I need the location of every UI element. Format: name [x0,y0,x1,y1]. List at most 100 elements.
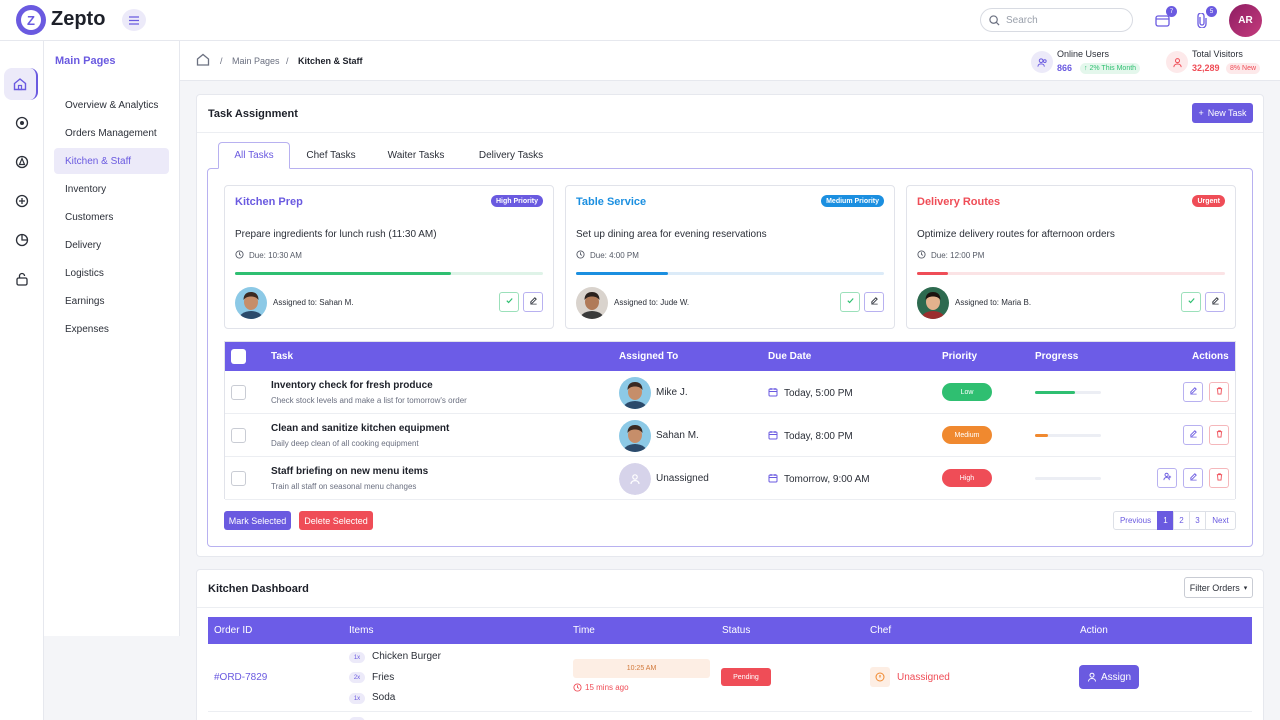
messages-icon[interactable]: 7 [1153,6,1177,29]
task-subtitle: Check stock levels and make a list for t… [271,396,467,405]
chef-name: Unassigned [897,672,950,683]
assignee-name: Mike J. [656,387,688,398]
edit-icon [1189,429,1198,441]
sidebar-item-expenses[interactable]: Expenses [65,323,109,335]
complete-task-button[interactable] [1181,292,1201,312]
attachment-badge: 5 [1206,6,1217,17]
assigned-to: Assigned to: Jude W. [614,298,690,307]
lock-icon[interactable] [10,267,34,291]
edit-row-button[interactable] [1183,382,1203,402]
clock-icon [576,250,585,261]
attachment-icon[interactable]: 5 [1193,6,1217,29]
tasks-tab-panel [207,168,1253,547]
pie-chart-icon[interactable] [10,228,34,252]
pagination-previous[interactable]: Previous [1113,511,1158,530]
sidebar-item-inventory[interactable]: Inventory [65,183,107,195]
assign-user-button[interactable] [1157,468,1177,488]
pagination-page-3[interactable]: 3 [1189,511,1206,530]
edit-task-button[interactable] [523,292,543,312]
clock-icon [235,250,244,261]
delete-row-button[interactable] [1209,382,1229,402]
complete-task-button[interactable] [840,292,860,312]
tab-chef-tasks[interactable]: Chef Tasks [306,150,356,161]
task-card-due: Due: 10:30 AM [235,250,302,261]
due-text: Today, 8:00 PM [784,431,853,442]
trash-icon [1215,386,1224,398]
delete-selected-button[interactable]: Delete Selected [299,511,373,530]
task-title: Staff briefing on new menu items [271,466,429,477]
top-bar: Z Zepto 7 5 AR [0,0,1280,41]
messages-badge: 7 [1166,6,1177,17]
sidebar-item-logistics[interactable]: Logistics [65,267,104,279]
sidebar-item-overview[interactable]: Overview & Analytics [65,99,159,111]
filter-orders-dropdown[interactable]: Filter Orders ▾ [1184,577,1253,598]
item-name: Chicken Burger [372,651,441,662]
tab-delivery-tasks[interactable]: Delivery Tasks [478,150,544,161]
target-icon[interactable] [10,111,34,135]
pagination-page-1[interactable]: 1 [1157,511,1174,530]
progress-bar [1035,391,1101,394]
priority-badge: Medium [942,426,992,444]
pagination-next[interactable]: Next [1205,511,1236,530]
edit-icon [870,296,879,308]
task-card: Delivery Routes Urgent Optimize delivery r… [906,185,1236,329]
due-text: Tomorrow, 9:00 AM [784,474,870,485]
app-logo[interactable]: Z [16,5,46,35]
row-checkbox[interactable] [231,428,246,443]
delete-row-button[interactable] [1209,468,1229,488]
tab-waiter-tasks[interactable]: Waiter Tasks [387,150,445,161]
menu-toggle-icon[interactable] [122,9,146,31]
mark-selected-button[interactable]: Mark Selected [224,511,291,530]
complete-task-button[interactable] [499,292,519,312]
search-input[interactable] [1006,14,1116,26]
progress-bar [576,272,884,275]
sidebar-item-kitchen-staff[interactable]: Kitchen & Staff [54,148,169,174]
edit-task-button[interactable] [1205,292,1225,312]
order-id[interactable]: #ORD-7829 [214,672,268,683]
sidebar-item-delivery[interactable]: Delivery [65,239,102,251]
breadcrumb-parent[interactable]: Main Pages [232,56,280,66]
kitchen-dashboard-title: Kitchen Dashboard [208,583,309,595]
breadcrumb-bar: / Main Pages / Kitchen & Staff Online Us… [180,41,1280,81]
task-card-description: Prepare ingredients for lunch rush (11:3… [235,229,437,240]
priority-badge: High [942,469,992,487]
app-name[interactable]: Zepto [51,8,106,30]
row-checkbox[interactable] [231,385,246,400]
status-badge: Pending [721,668,771,686]
sidebar-title: Main Pages [55,55,116,67]
edit-task-button[interactable] [864,292,884,312]
assignee-name: Unassigned [656,473,709,484]
caret-down-icon: ▾ [1243,584,1248,592]
delete-row-button[interactable] [1209,425,1229,445]
search-box[interactable] [980,8,1133,32]
item-qty [349,717,365,720]
online-users-change: ↑ 2% This Month [1080,63,1141,74]
pagination-page-2[interactable]: 2 [1173,511,1190,530]
assign-button[interactable]: Assign [1079,665,1139,689]
add-circle-icon[interactable] [10,189,34,213]
new-task-button[interactable]: + New Task [1192,103,1253,123]
tab-all-tasks[interactable]: All Tasks [218,142,290,169]
compass-icon[interactable] [10,150,34,174]
progress-fill [1035,434,1049,437]
task-card-description: Optimize delivery routes for afternoon o… [917,229,1115,240]
home-icon[interactable] [196,53,210,69]
select-all-checkbox[interactable] [231,349,246,364]
edit-row-button[interactable] [1183,425,1203,445]
user-avatar[interactable]: AR [1229,4,1262,37]
sidebar-item-orders[interactable]: Orders Management [65,127,157,139]
edit-row-button[interactable] [1183,468,1203,488]
task-card-due: Due: 12:00 PM [917,250,984,261]
avatar [619,463,651,495]
header-items: Items [349,625,374,636]
row-checkbox[interactable] [231,471,246,486]
user-plus-icon [1162,472,1172,484]
priority-badge: Medium Priority [821,195,884,207]
calendar-icon [768,387,778,400]
sidebar-item-customers[interactable]: Customers [65,211,114,223]
home-icon[interactable] [4,68,38,100]
sidebar-item-earnings[interactable]: Earnings [65,295,105,307]
breadcrumb-current: Kitchen & Staff [298,56,363,66]
header-action: Action [1080,625,1108,636]
item-qty: 2x [349,672,365,683]
